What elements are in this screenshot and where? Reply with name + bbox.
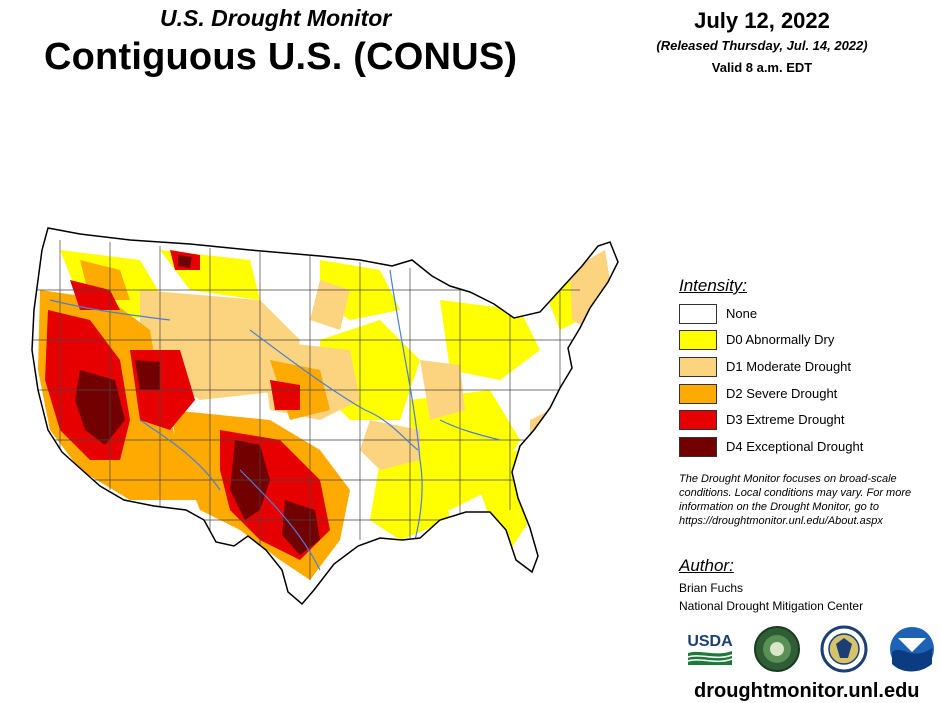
legend-swatch <box>679 437 717 457</box>
legend-label: D3 Extreme Drought <box>726 412 845 427</box>
ndmc-seal-icon <box>754 626 800 672</box>
commerce-seal-icon <box>820 625 868 673</box>
noaa-logo-icon <box>890 627 934 672</box>
author-name: Brian Fuchs <box>679 581 744 595</box>
legend-label: D2 Severe Drought <box>726 386 838 401</box>
legend-swatch <box>679 357 717 377</box>
agency-seals <box>754 625 934 673</box>
legend-label: None <box>726 306 758 321</box>
footer-url[interactable]: droughtmonitor.unl.edu <box>694 680 920 702</box>
legend-swatch <box>679 384 717 404</box>
legend-swatch <box>679 330 717 350</box>
usda-logo-text: USDA <box>687 633 733 650</box>
map-date: July 12, 2022 <box>694 8 830 33</box>
map-title: Contiguous U.S. (CONUS) <box>44 36 518 78</box>
legend-label: D1 Moderate Drought <box>726 359 852 374</box>
legend-swatch <box>679 304 717 324</box>
valid-time: Valid 8 a.m. EDT <box>711 60 813 75</box>
legend-label: D4 Exceptional Drought <box>726 439 864 454</box>
legend-label: D0 Abnormally Dry <box>726 332 835 347</box>
legend-swatch <box>679 410 717 430</box>
author-title: Author: <box>679 556 734 575</box>
author-org: National Drought Mitigation Center <box>679 599 864 613</box>
usda-logo-icon <box>687 651 733 665</box>
legend-title: Intensity: <box>679 276 748 295</box>
release-date: (Released Thursday, Jul. 14, 2022) <box>656 38 868 53</box>
conus-drought-map <box>31 227 619 606</box>
monitor-note: The Drought Monitor focuses on broad-sca… <box>679 473 912 527</box>
map-subtitle: U.S. Drought Monitor <box>160 5 392 31</box>
